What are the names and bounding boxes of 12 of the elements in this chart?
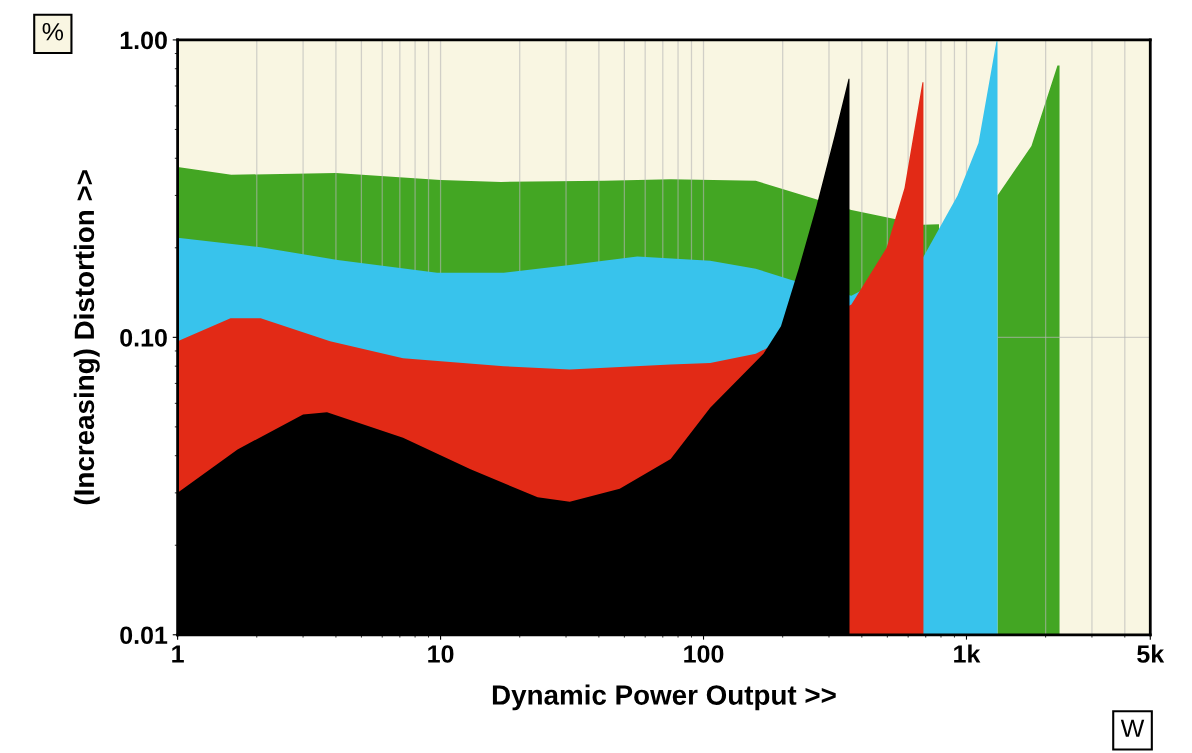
y-axis-title: (Increasing) Distortion >> [73,170,100,505]
x-tick-label: 100 [684,645,724,663]
text: W [1120,719,1145,737]
y-tick-label: 0.01 [120,626,168,645]
text: % [42,23,64,41]
x-tick-label: 10 [428,645,454,663]
y-tick-label: 0.10 [120,328,167,347]
x-tick-label: 5k [1137,644,1165,663]
x-tick-label: 1k [954,644,981,663]
x-axis-title: Dynamic Power Output >> [492,684,836,711]
x-tick-label: 1 [172,645,184,663]
y-tick-label: 1.00 [120,31,167,50]
